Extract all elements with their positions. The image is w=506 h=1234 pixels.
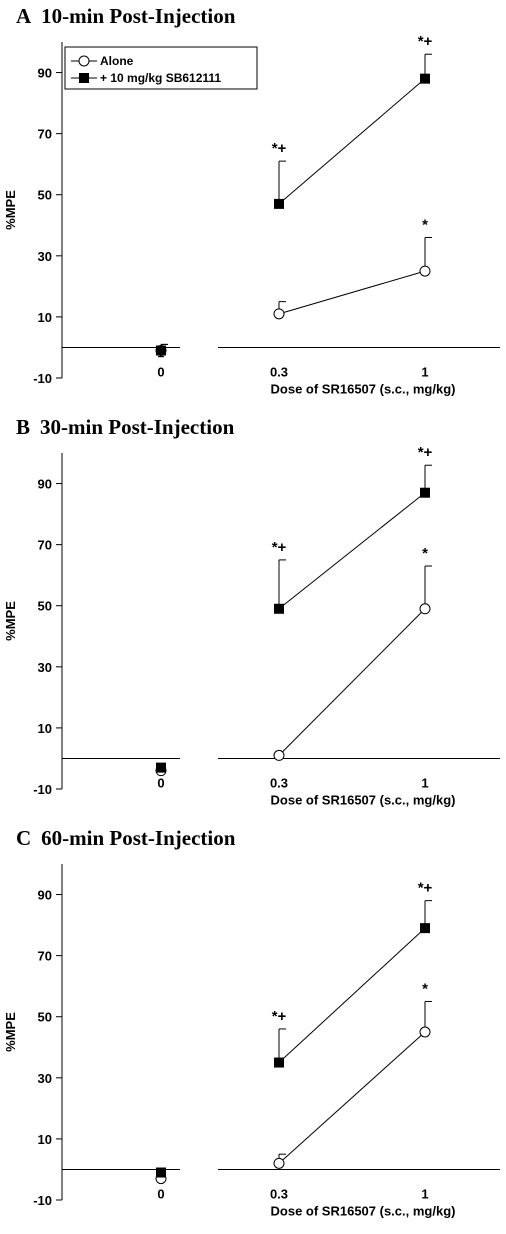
- data-point-alone: [419, 1026, 431, 1038]
- y-axis-label: %MPE: [3, 601, 18, 641]
- y-tick-label: 10: [38, 1132, 52, 1147]
- data-point-sb612111: [420, 923, 430, 934]
- series-line: [278, 78, 426, 205]
- significance-label: *+: [418, 880, 433, 897]
- y-tick-label: 10: [38, 721, 52, 736]
- panel-letter: B: [16, 415, 30, 439]
- y-tick-label: 50: [38, 188, 52, 203]
- data-point-alone: [273, 1157, 285, 1169]
- data-point-alone: [419, 265, 431, 277]
- data-point-sb612111: [274, 1057, 284, 1068]
- data-point-sb612111: [156, 345, 166, 356]
- significance-label: *+: [272, 539, 287, 556]
- data-point-alone: [273, 749, 285, 761]
- panel-title: B 30-min Post-Injection: [16, 415, 235, 439]
- panel-title-text: 60-min Post-Injection: [41, 826, 236, 850]
- panel-c: C 60-min Post-Injection -10 10 30 50 70 90 %MPE 0…: [0, 822, 506, 1233]
- y-tick-label: 90: [38, 477, 52, 492]
- chart-c: C 60-min Post-Injection-101030507090%MPE0…: [3, 826, 500, 1218]
- chart-b: B 30-min Post-Injection-101030507090%MPE0…: [3, 415, 500, 807]
- y-tick-label: 30: [38, 249, 52, 264]
- x-tick-label: 0.3: [270, 364, 288, 379]
- y-axis-label: %MPE: [3, 190, 18, 230]
- data-point-sb612111: [156, 1167, 166, 1178]
- panel-a: A 10-min Post-Injection -10 10 30 50 70 90 %MPE 0…: [0, 0, 506, 411]
- data-point-sb612111: [420, 487, 430, 498]
- legend-box: [64, 46, 258, 90]
- series-line: [278, 1031, 426, 1164]
- panel-title: C 60-min Post-Injection: [16, 826, 236, 850]
- data-point-sb612111: [274, 198, 284, 209]
- panel-title-text: 30-min Post-Injection: [40, 415, 235, 439]
- x-tick-label: 0: [157, 775, 164, 790]
- y-tick-label: 90: [38, 66, 52, 81]
- x-tick-label: 0: [157, 364, 164, 379]
- data-point-sb612111: [156, 762, 166, 773]
- significance-label: *+: [272, 1008, 287, 1025]
- significance-label: *+: [272, 140, 287, 157]
- legend-label: + 10 mg/kg SB612111: [100, 71, 221, 85]
- panel-b: B 30-min Post-Injection -10 10 30 50 70 90 %MPE 0…: [0, 411, 506, 822]
- panel-title: A 10-min Post-Injection: [16, 4, 236, 28]
- data-point-sb612111: [420, 73, 430, 84]
- series-line: [278, 608, 426, 756]
- x-tick-label: 0.3: [270, 1186, 288, 1201]
- data-point-alone: [273, 308, 285, 320]
- y-tick-label: 70: [38, 127, 52, 142]
- legend-marker-square: [79, 73, 89, 83]
- x-tick-label: 1: [421, 1186, 428, 1201]
- panel-title-text: 10-min Post-Injection: [41, 4, 236, 28]
- series-line: [278, 492, 426, 610]
- y-tick-label: 70: [38, 949, 52, 964]
- x-axis-label: Dose of SR16507 (s.c., mg/kg): [271, 792, 456, 807]
- significance-label: *: [422, 980, 428, 997]
- x-axis-label: Dose of SR16507 (s.c., mg/kg): [271, 1203, 456, 1218]
- significance-label: *: [422, 216, 428, 233]
- legend-label: Alone: [100, 54, 134, 68]
- y-tick-label: 30: [38, 660, 52, 675]
- y-tick-label: 70: [38, 538, 52, 553]
- x-tick-label: 0.3: [270, 775, 288, 790]
- x-tick-label: 0: [157, 1186, 164, 1201]
- y-axis-label: %MPE: [3, 1012, 18, 1052]
- y-tick-label: 90: [38, 888, 52, 903]
- data-point-sb612111: [274, 603, 284, 614]
- panel-letter: A: [16, 4, 32, 28]
- x-tick-label: 1: [421, 775, 428, 790]
- y-tick-label: -10: [33, 782, 52, 797]
- significance-label: *: [422, 545, 428, 562]
- chart-a: A 10-min Post-Injection-101030507090%MPE0…: [3, 4, 500, 396]
- series-line: [278, 270, 426, 315]
- significance-label: *+: [418, 444, 433, 461]
- y-tick-label: 30: [38, 1071, 52, 1086]
- series-line: [278, 927, 426, 1063]
- x-tick-label: 1: [421, 364, 428, 379]
- y-tick-label: 10: [38, 310, 52, 325]
- y-tick-label: -10: [33, 371, 52, 386]
- data-point-alone: [419, 603, 431, 615]
- y-tick-label: -10: [33, 1193, 52, 1208]
- y-tick-label: 50: [38, 599, 52, 614]
- panel-letter: C: [16, 826, 31, 850]
- x-axis-label: Dose of SR16507 (s.c., mg/kg): [271, 381, 456, 396]
- significance-label: *+: [418, 33, 433, 50]
- legend-marker-circle: [78, 55, 90, 67]
- y-tick-label: 50: [38, 1010, 52, 1025]
